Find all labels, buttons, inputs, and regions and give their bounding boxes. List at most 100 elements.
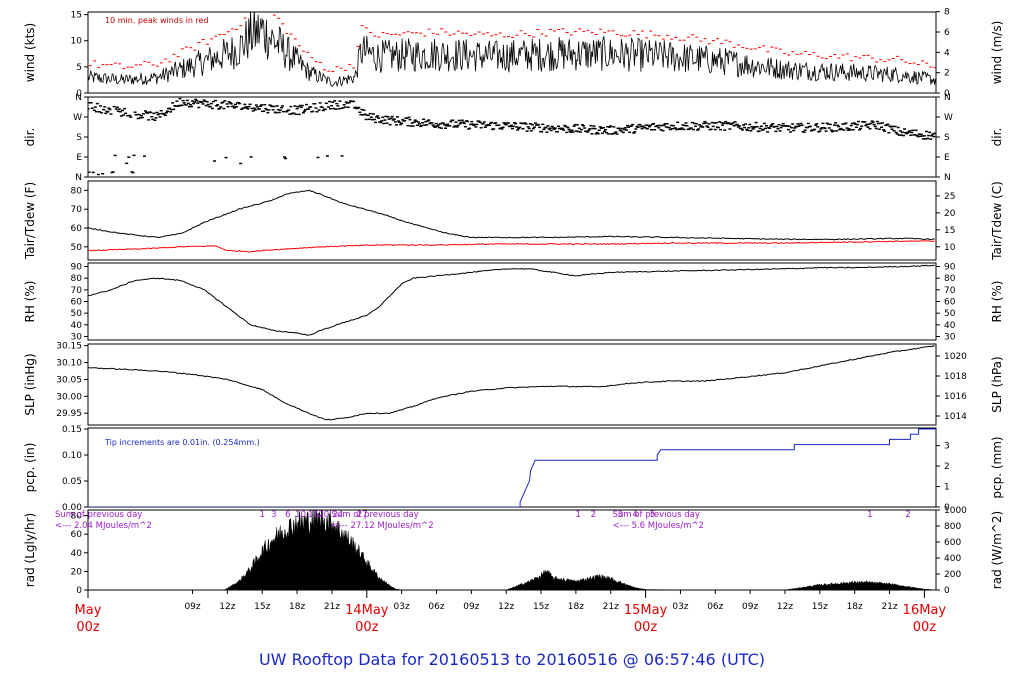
day-label: 14May (345, 603, 389, 618)
y-tick-label: 90 (71, 263, 83, 273)
y-tick-label: 70 (71, 205, 83, 215)
plot-area (88, 510, 936, 590)
y-tick-label: 30.05 (56, 375, 82, 385)
hour-marker: 3 (271, 510, 276, 520)
y-tick-label: 5 (76, 63, 82, 73)
panel-temp: 50 60 70 80 10 15 20 25 Tair/Tdew (F) Tair/Tdew (… (23, 180, 1004, 261)
ylabel-left: SLP (inHg) (23, 353, 37, 415)
y-tick-label: 10 (71, 37, 83, 47)
y-tick-label: 50 (71, 309, 83, 319)
y-tick-label: 0.15 (62, 425, 82, 435)
hour-marker: 2 (591, 510, 596, 520)
series-tdew (88, 240, 935, 253)
hour-marker: 4 (632, 510, 637, 520)
y2-tick-label: 1 (944, 483, 950, 493)
plot-area (88, 97, 936, 176)
y2-tick-label: 1014 (944, 412, 967, 422)
series-radiation (88, 510, 936, 590)
y-tick-label: 29.95 (56, 409, 82, 419)
y-tick-label: 80 (71, 274, 83, 284)
y2-tick-label: 25 (944, 192, 955, 202)
y-tick-label: 0.00 (62, 503, 82, 513)
y-tick-label: 40 (71, 321, 83, 331)
panel-pcp: 0.00 0.05 0.10 0.15 0 1 2 3 pcp. (in) pcp. (mm) Ti… (23, 425, 1004, 513)
hour-marker: 10 (295, 510, 306, 520)
y-tick-label: 30.15 (56, 342, 82, 352)
y2-tick-label: 4 (944, 48, 950, 58)
series-rh (88, 264, 935, 336)
series-slp (88, 345, 935, 421)
x-tick-label: 03z (672, 602, 688, 612)
y-tick-label: 60 (71, 530, 83, 540)
day-time-label: 00z (634, 620, 658, 635)
daily-sum-label: Sum of previous day (55, 510, 142, 520)
ylabel-left: rad (Lgly/hr) (23, 513, 37, 587)
hour-marker: 6 (285, 510, 290, 520)
y2-tick-label: 60 (944, 298, 956, 308)
y-tick-label: N (75, 93, 82, 103)
daily-sum-label: Sum of previous day (331, 510, 418, 520)
x-tick-label: 09z (463, 602, 479, 612)
ylabel-right: dir. (990, 128, 1004, 147)
y2-tick-label: 30 (944, 333, 956, 343)
y2-tick-label: 1018 (944, 372, 967, 382)
y2-tick-label: S (944, 133, 950, 143)
x-tick-label: 18z (289, 602, 305, 612)
hour-marker: 27 (357, 510, 368, 520)
ylabel-right: Tair/Tdew (C) (990, 181, 1004, 261)
y-tick-label: 80 (71, 186, 83, 196)
y2-tick-label: 1016 (944, 392, 967, 402)
panel-annotation: Tip increments are 0.01in. (0.254mm.) (104, 438, 260, 447)
y2-tick-label: N (944, 173, 951, 183)
day-time-label: 00z (355, 620, 379, 635)
y-tick-label: 0 (76, 586, 82, 596)
daily-sum-label: Sum of previous day (613, 510, 700, 520)
panel-frame (87, 343, 937, 426)
y2-tick-label: 1020 (944, 352, 967, 362)
panel-frame (87, 180, 937, 261)
panel-frame (87, 509, 937, 591)
hour-marker: 1 (576, 510, 581, 520)
x-tick-label: 18z (847, 602, 863, 612)
ylabel-left: RH (%) (23, 281, 37, 323)
y-tick-label: 80 (71, 512, 83, 522)
day-time-label: 00z (913, 620, 937, 635)
daily-sum-value: <--- 5.6 MJoules/m^2 (613, 521, 704, 531)
x-axis: 09z 12z 15z 18z 21z 03z 06z 09z 12z 15z 18z 21z 03z 0… (75, 590, 947, 635)
y2-tick-label: 2 (944, 69, 950, 79)
x-tick-label: 06z (707, 602, 723, 612)
hour-marker: 2 (905, 510, 910, 520)
x-tick-label: 15z (812, 602, 828, 612)
y2-tick-label: 800 (944, 522, 961, 532)
panel-frame (87, 96, 937, 178)
y2-tick-label: 50 (944, 309, 956, 319)
x-tick-label: 21z (324, 602, 340, 612)
y2-tick-label: 2 (944, 462, 950, 472)
plot-area (88, 189, 935, 253)
y2-tick-label: E (944, 153, 950, 163)
hour-marker: 1 (260, 510, 265, 520)
ylabel-right: RH (%) (990, 281, 1004, 323)
y2-tick-label: 10 (944, 243, 956, 253)
y-tick-label: 20 (71, 567, 83, 577)
plot-area (88, 428, 936, 507)
y-tick-label: S (76, 133, 82, 143)
ylabel-left: dir. (23, 128, 37, 147)
ylabel-left: wind (kts) (23, 23, 37, 82)
x-tick-label: 21z (603, 602, 619, 612)
day-time-label: 00z (76, 620, 100, 635)
x-tick-label: 12z (777, 602, 793, 612)
ylabel-right: wind (m/s) (990, 21, 1004, 85)
daily-sum-value: <--- 27.12 MJoules/m^2 (331, 521, 433, 531)
x-tick-label: 15z (254, 602, 270, 612)
hour-marker: 3 (617, 510, 622, 520)
daily-sum-value: <--- 2.04 MJoules/m^2 (55, 521, 152, 531)
y2-tick-label: 20 (944, 209, 956, 219)
y2-tick-label: 90 (944, 263, 956, 273)
x-tick-label: 18z (568, 602, 584, 612)
hour-marker: 1 (867, 510, 872, 520)
x-tick-label: 21z (881, 602, 897, 612)
day-label: 16May (903, 603, 947, 618)
